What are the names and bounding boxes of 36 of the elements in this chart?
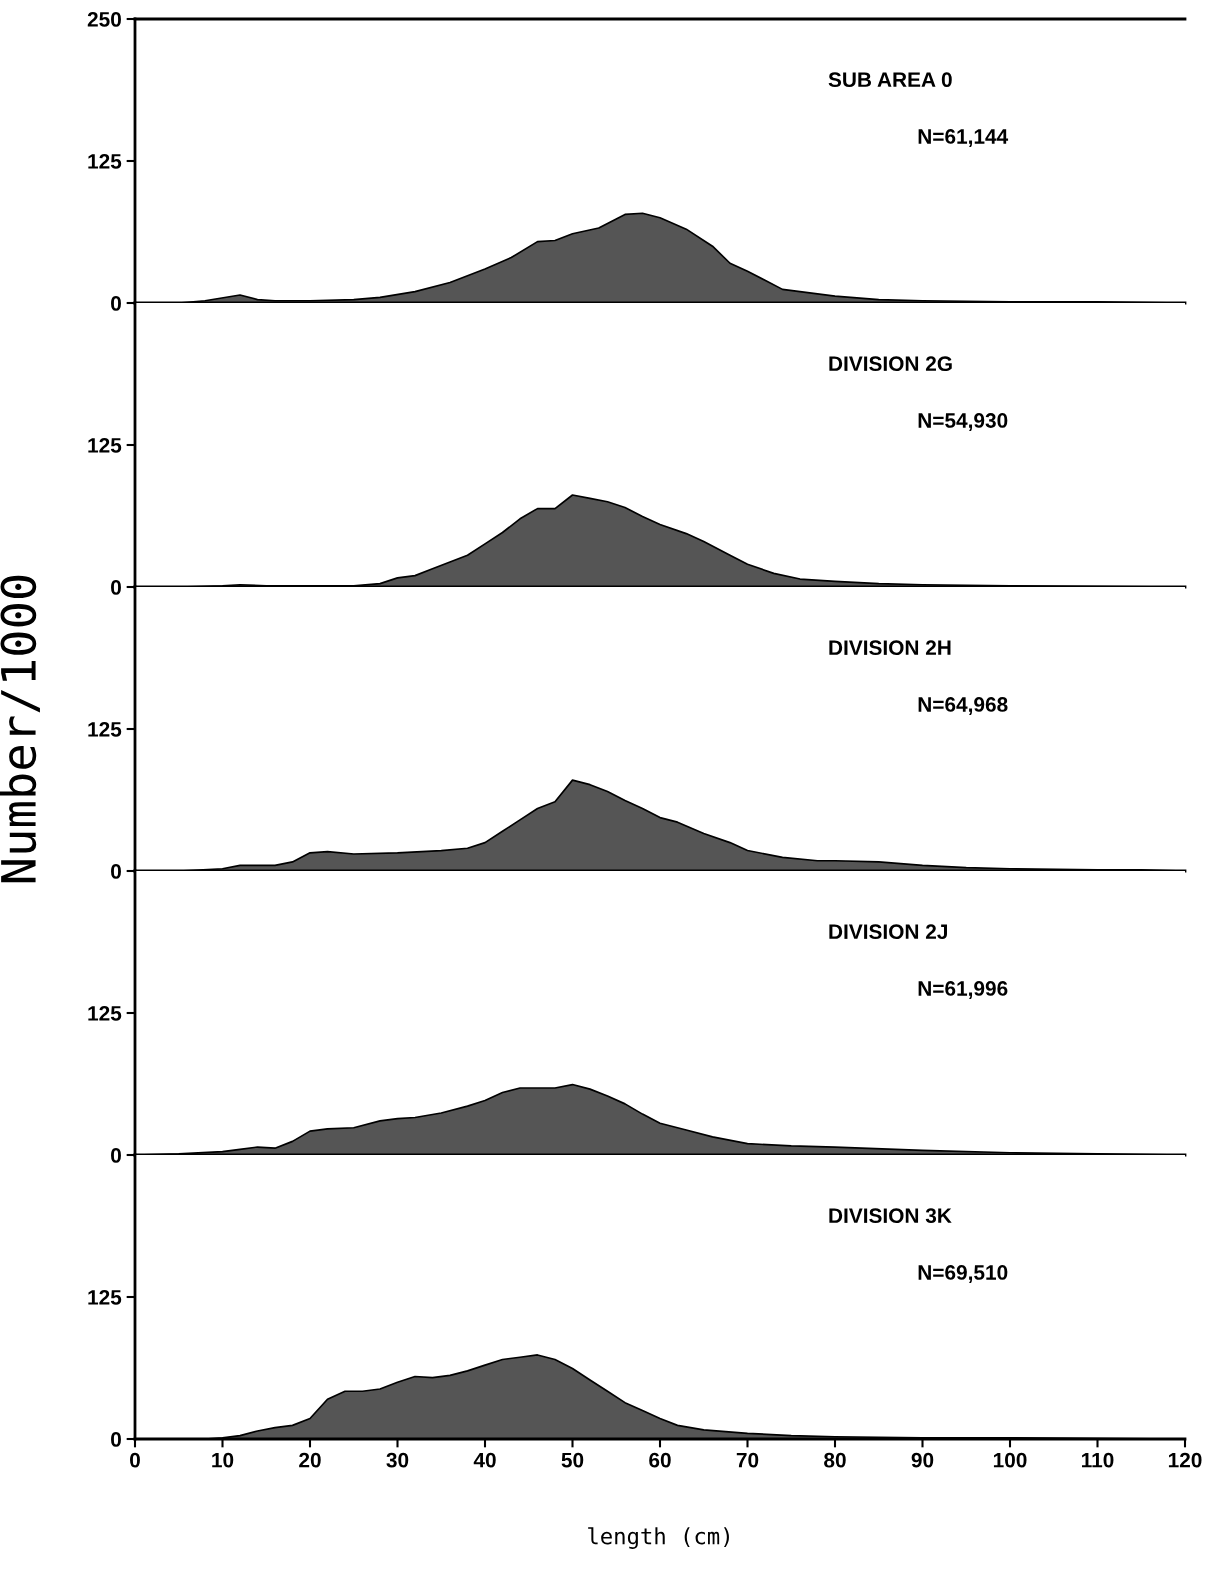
x-tick-label: 70 — [736, 1452, 759, 1468]
x-axis-title: length (cm) — [588, 1527, 729, 1549]
x-tick-label: 100 — [993, 1452, 1027, 1468]
y-tick-label: 0 — [111, 1148, 121, 1163]
annotation: N=61,144 — [918, 129, 1009, 147]
x-tick-label: 30 — [386, 1452, 409, 1468]
y-tick-label: 250 — [87, 12, 121, 27]
y-tick-label: 125 — [88, 154, 122, 169]
annotation: N=54,930 — [918, 413, 1008, 431]
y-tick-label: 125 — [88, 1290, 122, 1305]
annotation: DIVISION 2J — [829, 924, 947, 940]
y-tick-label: 0 — [111, 864, 121, 879]
annotation: SUB AREA 0 — [828, 72, 952, 88]
x-tick-label: 0 — [130, 1452, 140, 1468]
x-tick-label: 120 — [1168, 1452, 1202, 1468]
y-tick-label: 0 — [111, 1432, 121, 1447]
y-tick-label: 125 — [88, 722, 122, 737]
annotation: N=61,996 — [918, 981, 1008, 999]
y-tick-label: 125 — [88, 438, 122, 453]
x-tick-label: 50 — [561, 1452, 584, 1468]
x-tick-label: 110 — [1082, 1452, 1114, 1468]
annotation: DIVISION 2H — [829, 640, 951, 656]
annotation: DIVISION 2G — [829, 356, 952, 372]
y-tick-label: 0 — [111, 580, 121, 595]
annotation: N=69,510 — [918, 1265, 1008, 1283]
annotation: N=64,968 — [918, 697, 1008, 715]
x-tick-label: 60 — [649, 1452, 671, 1468]
x-tick-label: 20 — [299, 1452, 321, 1468]
y-tick-label: 0 — [111, 296, 121, 311]
x-tick-label: 40 — [473, 1452, 496, 1468]
y-axis-title: Number/1000 — [0, 575, 40, 883]
x-tick-label: 80 — [824, 1452, 846, 1468]
annotation: DIVISION 3K — [829, 1208, 952, 1224]
x-tick-label: 10 — [212, 1452, 234, 1468]
y-tick-label: 125 — [88, 1006, 122, 1021]
x-tick-label: 90 — [911, 1452, 934, 1468]
